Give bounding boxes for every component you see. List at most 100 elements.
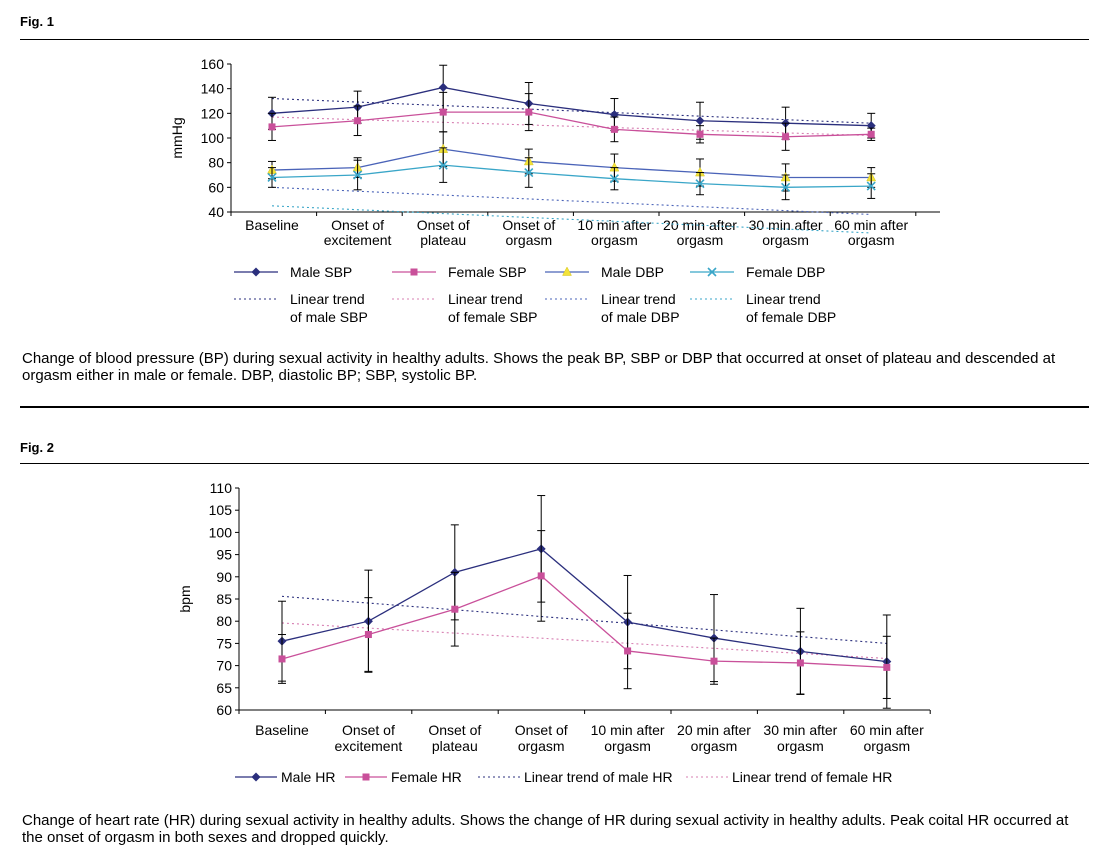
y-tick-label: 75 [216, 635, 232, 651]
x-tick-label: 60 min after [834, 217, 908, 233]
series-line-1 [271, 111, 872, 138]
x-tick-label: Onset of [428, 722, 481, 738]
x-tick-label: orgasm [691, 738, 738, 754]
x-tick-label: orgasm [777, 738, 824, 754]
y-tick-label: 80 [208, 155, 224, 171]
data-point [354, 117, 362, 125]
series-line-0 [271, 86, 872, 127]
legend-label: Male DBP [601, 264, 664, 280]
x-tick-label: Onset of [502, 217, 555, 233]
data-point [695, 116, 705, 126]
x-tick-label: 10 min after [577, 217, 651, 233]
data-point [782, 133, 790, 141]
data-point [451, 605, 459, 613]
figure-2-caption: Change of heart rate (HR) during sexual … [22, 812, 1069, 846]
data-point [267, 172, 277, 183]
data-point [866, 181, 876, 191]
chart-1-legend: Male SBP Female SBP Male DBP Female DBP Line… [234, 264, 836, 325]
data-point [796, 659, 804, 667]
x-tick-label: 60 min after [850, 722, 924, 738]
x-tick-label: 30 min after [749, 217, 823, 233]
legend-label: Linear trend [746, 291, 821, 307]
y-tick-label: 80 [216, 613, 232, 629]
figure-1-label: Fig. 1 [20, 14, 54, 29]
series-line-0 [281, 548, 887, 663]
x-tick-label: orgasm [591, 232, 638, 248]
legend-marker [251, 772, 261, 782]
x-tick-label: 20 min after [663, 217, 737, 233]
x-tick-label: plateau [420, 232, 466, 248]
data-point [696, 130, 704, 138]
data-point [867, 130, 875, 138]
legend-label: Linear trend of female HR [732, 769, 892, 785]
y-tick-label: 90 [216, 569, 232, 585]
y-tick-label: 70 [216, 658, 232, 674]
data-point [268, 123, 276, 131]
legend-label: of female DBP [746, 309, 836, 325]
legend-label: Linear trend [290, 291, 365, 307]
y-tick-label: 65 [216, 680, 232, 696]
series-line-3 [271, 164, 872, 188]
data-point [537, 572, 545, 580]
legend-marker [410, 268, 418, 276]
figure-2-chart: 60 65 70 75 80 85 90 95 100 105 110 bpm Baseline Onse… [177, 480, 931, 785]
y-tick-label: 40 [208, 204, 224, 220]
legend-label: of female SBP [448, 309, 538, 325]
legend-label: Male HR [281, 769, 335, 785]
data-point [781, 182, 791, 192]
data-point [353, 170, 363, 180]
legend-label: Linear trend [601, 291, 676, 307]
legend-label: Linear trend of male HR [524, 769, 673, 785]
chart-2-plot: 60 65 70 75 80 85 90 95 100 105 110 bpm Baseline Onse… [177, 480, 931, 754]
data-point [609, 174, 619, 184]
y-tick-label: 60 [216, 702, 232, 718]
legend-label: Male SBP [290, 264, 352, 280]
y-tick-label: 85 [216, 591, 232, 607]
trend-line-0 [281, 595, 887, 644]
y-axis-label: bpm [177, 585, 193, 612]
y-axis-label: mmHg [169, 117, 185, 158]
y-tick-label: 105 [209, 502, 233, 518]
data-point [439, 108, 447, 116]
figure-2-label: Fig. 2 [20, 440, 54, 455]
legend-label: of male DBP [601, 309, 680, 325]
data-point [364, 631, 372, 639]
x-tick-label: orgasm [762, 232, 809, 248]
x-tick-label: excitement [335, 738, 403, 754]
section-divider [20, 406, 1089, 408]
x-tick-label: Onset of [342, 722, 395, 738]
legend-label: Female SBP [448, 264, 527, 280]
data-point [710, 657, 718, 665]
x-tick-label: Baseline [245, 217, 299, 233]
x-tick-label: orgasm [505, 232, 552, 248]
legend-marker [251, 267, 261, 277]
y-tick-label: 95 [216, 547, 232, 563]
y-tick-label: 160 [201, 56, 225, 72]
x-tick-label: Baseline [255, 722, 309, 738]
x-tick-label: Onset of [515, 722, 568, 738]
y-tick-label: 110 [210, 480, 233, 496]
x-tick-label: 10 min after [591, 722, 665, 738]
data-point [883, 663, 891, 671]
x-tick-label: orgasm [518, 738, 565, 754]
legend-marker [562, 266, 572, 276]
x-tick-label: excitement [324, 232, 392, 248]
data-point [610, 125, 618, 133]
legend-marker [707, 267, 717, 277]
legend-label: of male SBP [290, 309, 368, 325]
chart-2-legend: Male HR Female HR Linear trend of male HR L… [235, 769, 892, 785]
trend-line-1 [281, 622, 887, 660]
x-tick-label: Onset of [417, 217, 470, 233]
y-tick-label: 100 [201, 130, 225, 146]
data-point [524, 167, 534, 178]
legend-label: Female HR [391, 769, 462, 785]
data-point [866, 121, 876, 131]
figure-1-divider [20, 39, 1089, 40]
x-tick-label: orgasm [677, 232, 724, 248]
legend-label: Linear trend [448, 291, 523, 307]
x-tick-label: Onset of [331, 217, 384, 233]
y-tick-label: 60 [208, 179, 224, 195]
x-tick-label: 20 min after [677, 722, 751, 738]
y-tick-label: 100 [209, 524, 233, 540]
